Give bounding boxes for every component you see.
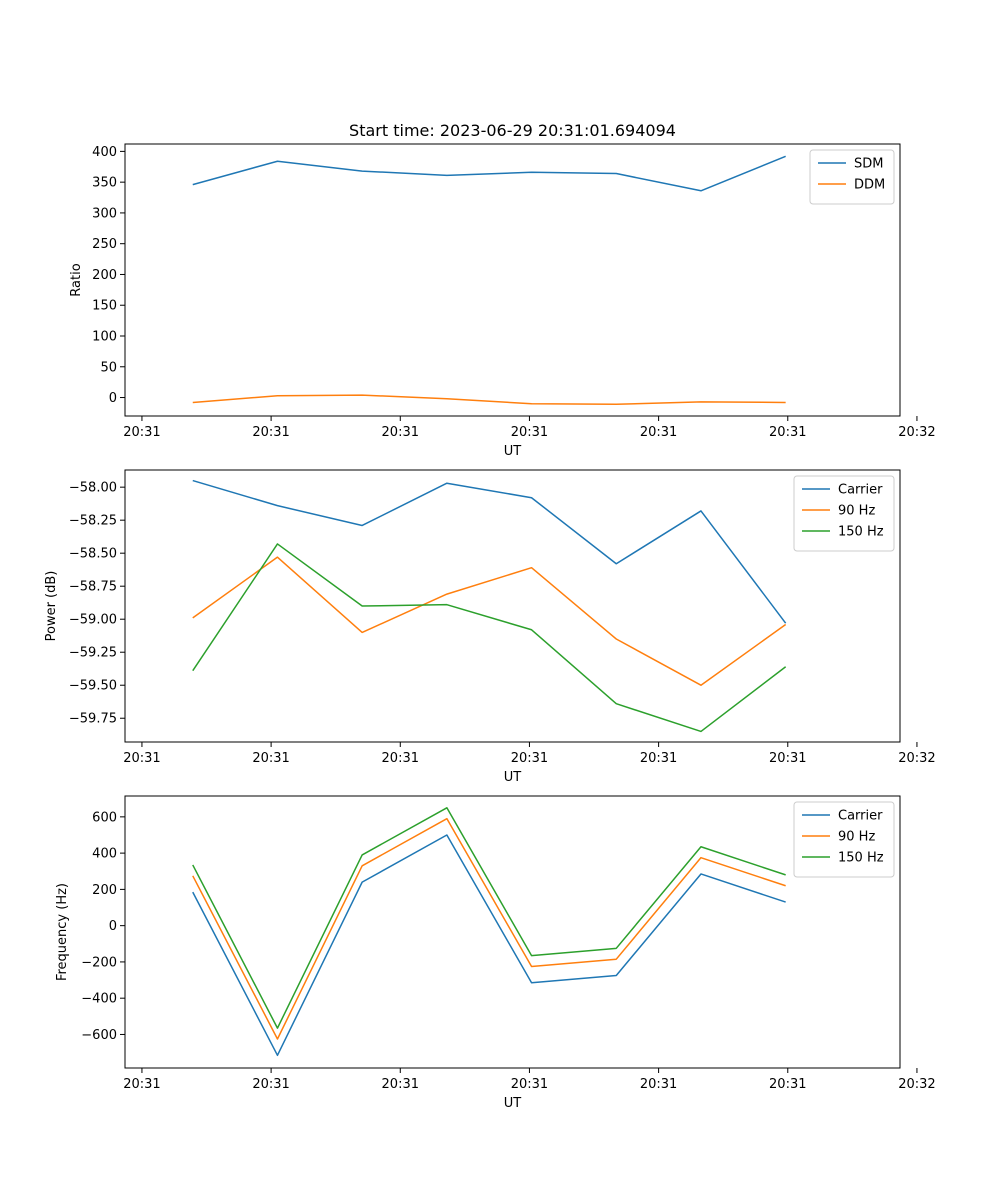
legend: SDM DDM (809, 149, 895, 205)
y-tick-label: −200 (81, 955, 117, 970)
y-tick-label: −400 (81, 992, 117, 1007)
y-tick-label: −59.75 (69, 712, 117, 727)
figure-title: Start time: 2023-06-29 20:31:01.694094 (349, 121, 676, 140)
x-tick-label: 20:31 (123, 1077, 160, 1092)
x-tick-label: 20:31 (769, 425, 806, 440)
y-tick-label: −58.50 (69, 547, 117, 562)
y-tick-label: −59.25 (69, 646, 117, 661)
x-tick-label: 20:31 (252, 751, 289, 766)
x-tick-label: 20:31 (252, 1077, 289, 1092)
x-tick-label: 20:31 (769, 1077, 806, 1092)
x-tick-label: 20:31 (382, 1077, 419, 1092)
legend-label: 150 Hz (838, 525, 884, 540)
x-tick-label: 20:31 (640, 751, 677, 766)
series-line-sdm (192, 155, 786, 192)
y-tick-label: 50 (100, 360, 117, 375)
y-tick-label: −59.00 (69, 613, 117, 628)
legend: Carrier 90 Hz 150 Hz (793, 475, 895, 552)
legend: Carrier 90 Hz 150 Hz (793, 801, 895, 878)
y-tick-label: −58.00 (69, 481, 117, 496)
subplot-power: 20:31 20:31 20:31 20:31 20:31 20:31 20:32 −58.0… (44, 469, 936, 785)
x-tick-label: 20:32 (898, 751, 935, 766)
y-tick-label: −58.25 (69, 514, 117, 529)
y-tick-label: 400 (92, 847, 117, 862)
y-tick-label: 600 (92, 810, 117, 825)
x-tick-label: 20:31 (382, 751, 419, 766)
y-tick-label: 0 (109, 919, 117, 934)
x-tick-label: 20:32 (898, 425, 935, 440)
legend-label: 90 Hz (838, 504, 875, 519)
legend-label: Carrier (838, 483, 883, 498)
legend-label: Carrier (838, 809, 883, 824)
y-axis-label-power: Power (dB) (44, 571, 59, 642)
axes-frame (124, 469, 901, 743)
y-tick-label: 400 (92, 145, 117, 160)
subplot-ratio: 20:31 20:31 20:31 20:31 20:31 20:31 20:32 0 50 10… (69, 143, 936, 459)
y-tick-label: 100 (92, 330, 117, 345)
y-tick-label: −58.75 (69, 580, 117, 595)
x-tick-label: 20:31 (511, 1077, 548, 1092)
x-tick-label: 20:31 (123, 751, 160, 766)
x-tick-label: 20:31 (640, 425, 677, 440)
legend-label: 150 Hz (838, 851, 884, 866)
x-tick-label: 20:31 (382, 425, 419, 440)
x-tick-label: 20:32 (898, 1077, 935, 1092)
series-line-ddm (192, 394, 786, 406)
series-line-carrier (192, 479, 787, 624)
y-tick-label: 250 (92, 237, 117, 252)
legend-box (793, 801, 895, 878)
y-tick-label: 150 (92, 299, 117, 314)
y-tick-label: −59.50 (69, 679, 117, 694)
subplot-frequency: 20:31 20:31 20:31 20:31 20:31 20:31 20:32 600 40… (55, 795, 936, 1111)
legend-label: DDM (854, 178, 885, 193)
x-axis-label: UT (504, 1096, 522, 1111)
y-tick-label: 300 (92, 206, 117, 221)
y-tick-label: 350 (92, 176, 117, 191)
y-tick-label: 200 (92, 268, 117, 283)
x-axis-label: UT (504, 444, 522, 459)
x-tick-label: 20:31 (640, 1077, 677, 1092)
series-line-150-hz (192, 543, 787, 733)
legend-label: SDM (854, 157, 883, 172)
y-axis-label-ratio: Ratio (69, 263, 84, 296)
x-tick-label: 20:31 (511, 425, 548, 440)
series-line-90-hz (192, 817, 786, 1040)
y-tick-label: 200 (92, 883, 117, 898)
x-tick-label: 20:31 (252, 425, 289, 440)
y-axis-label-frequency: Frequency (Hz) (55, 883, 70, 981)
legend-box (793, 475, 895, 552)
y-tick-label: 0 (109, 391, 117, 406)
x-axis-label: UT (504, 770, 522, 785)
x-tick-label: 20:31 (769, 751, 806, 766)
y-tick-label: −600 (81, 1028, 117, 1043)
series-line-150-hz (192, 807, 786, 1029)
legend-label: 90 Hz (838, 830, 875, 845)
axes-frame (124, 795, 901, 1069)
x-tick-label: 20:31 (511, 751, 548, 766)
series-line-carrier (192, 834, 786, 1057)
series-line-90-hz (192, 556, 787, 686)
x-tick-label: 20:31 (123, 425, 160, 440)
axes-frame (124, 143, 901, 417)
